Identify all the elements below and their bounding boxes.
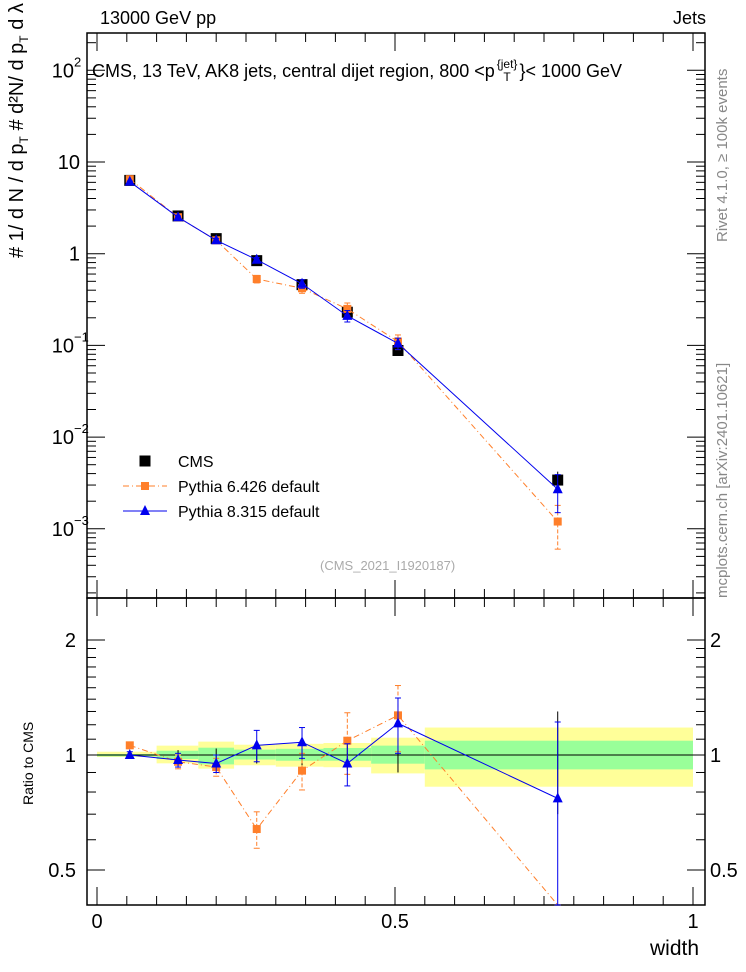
ratio-point-pythia8 bbox=[173, 754, 184, 765]
legend-label: Pythia 6.426 default bbox=[178, 479, 320, 496]
main-point-pythia8 bbox=[342, 309, 353, 320]
ratio-point-pythia8 bbox=[342, 757, 353, 768]
legend-label: CMS bbox=[178, 454, 214, 471]
ratio-y-tick-label-right: 0.5 bbox=[710, 860, 738, 882]
ratio-point-pythia8 bbox=[297, 736, 308, 747]
x-tick-label: 0 bbox=[91, 911, 102, 933]
main-point-pythia6 bbox=[252, 274, 261, 283]
ratio-line-pythia-6-426-default bbox=[129, 714, 559, 906]
header-right: Jets bbox=[672, 8, 706, 28]
ratio-y-tick-label: 1 bbox=[65, 745, 76, 767]
header-left: 13000 GeV pp bbox=[100, 8, 217, 28]
main-point-cms bbox=[392, 344, 404, 356]
y-tick-label: 10 bbox=[52, 335, 74, 357]
title-script: {jet} T bbox=[497, 58, 518, 84]
ratio-point-pythia8 bbox=[552, 792, 563, 803]
ratio-point-pythia8 bbox=[124, 749, 135, 759]
y-tick-label-exponent: 2 bbox=[74, 54, 81, 69]
ratio-plot-frame bbox=[86, 597, 706, 906]
legend-marker-cms bbox=[139, 455, 151, 467]
legend-marker-pythia8 bbox=[140, 505, 150, 515]
watermark: (CMS_2021_I1920187) bbox=[320, 558, 456, 573]
ratio-y-tick-label-right: 2 bbox=[710, 630, 721, 652]
legend-label: Pythia 8.315 default bbox=[178, 504, 320, 521]
y-tick-label: 10 bbox=[52, 60, 74, 82]
main-point-pythia6 bbox=[343, 304, 352, 313]
y-tick-label: 10 bbox=[52, 427, 74, 449]
ratio-point-pythia6 bbox=[298, 766, 307, 775]
main-point-pythia8 bbox=[297, 277, 308, 288]
y-tick-label-exponent: −3 bbox=[74, 513, 89, 528]
ratio-y-tick-label: 2 bbox=[65, 630, 76, 652]
y-tick-label-exponent: −1 bbox=[74, 329, 89, 344]
main-point-pythia8 bbox=[211, 234, 222, 245]
title-main: CMS, 13 TeV, AK8 jets, central dijet reg… bbox=[92, 60, 495, 81]
y-tick-label-exponent: −2 bbox=[74, 421, 89, 436]
ratio-y-tick-label: 0.5 bbox=[48, 860, 76, 882]
ratio-point-pythia6 bbox=[125, 741, 134, 750]
legend-marker-pythia6 bbox=[141, 482, 149, 490]
y-tick-label: 10 bbox=[52, 519, 74, 541]
y-tick-label: 10 bbox=[58, 152, 80, 174]
main-point-pythia8 bbox=[392, 337, 403, 348]
main-point-pythia8 bbox=[552, 483, 563, 494]
x-axis-label: width bbox=[650, 937, 700, 960]
ratio-point-pythia6 bbox=[343, 736, 352, 745]
main-point-pythia8 bbox=[251, 253, 262, 264]
main-line-pythia-8-315-default bbox=[129, 181, 559, 490]
ratio-y-tick-label-right: 1 bbox=[710, 745, 721, 767]
y-tick-label: 1 bbox=[69, 244, 80, 266]
title-sub: T bbox=[503, 70, 511, 84]
title-sup: {jet} bbox=[496, 57, 518, 71]
ratio-point-pythia8 bbox=[392, 717, 403, 728]
ratio-line-pythia-8-315-default bbox=[129, 722, 558, 799]
x-tick-label: 0.5 bbox=[381, 911, 409, 933]
ratio-point-pythia8 bbox=[211, 757, 222, 768]
ratio-point-pythia6 bbox=[252, 825, 261, 834]
plot-title: CMS, 13 TeV, AK8 jets, central dijet reg… bbox=[92, 58, 622, 84]
title-tail: }< 1000 GeV bbox=[519, 60, 623, 81]
ratio-point-pythia8 bbox=[251, 739, 262, 750]
main-point-pythia8 bbox=[173, 211, 184, 222]
main-point-pythia6 bbox=[553, 517, 562, 526]
x-tick-label: 1 bbox=[687, 911, 698, 933]
main-point-pythia8 bbox=[124, 175, 135, 186]
